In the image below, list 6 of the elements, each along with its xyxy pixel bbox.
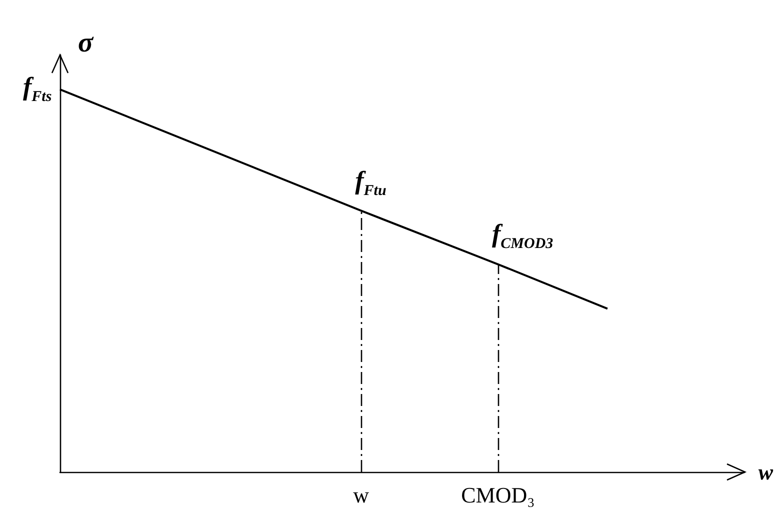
annotation: f$_{CMOD3}$ xyxy=(492,219,554,252)
y-axis-title: σ xyxy=(78,28,94,58)
text: f$_{Fts}$ xyxy=(23,72,52,106)
x-axis-title: w xyxy=(758,460,774,484)
x-tick-label: CMOD₃ xyxy=(461,482,535,508)
annotation: f$_{Ftu}$ xyxy=(355,166,386,199)
